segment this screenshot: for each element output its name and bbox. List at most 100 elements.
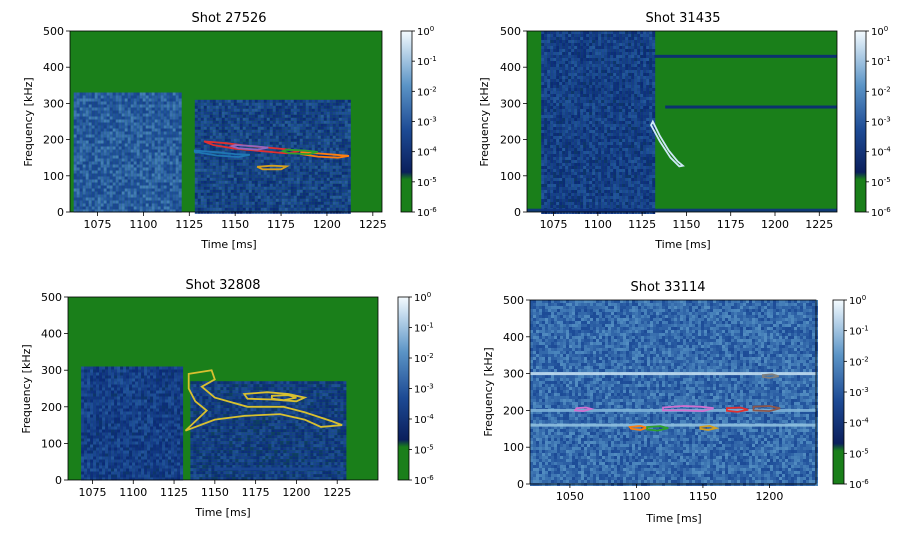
heatmap-cell xyxy=(601,34,605,37)
heatmap-cell xyxy=(305,102,309,106)
heatmap-cell xyxy=(637,145,641,148)
heatmap-cell xyxy=(592,139,596,142)
heatmap-cell xyxy=(233,102,237,106)
heatmap-cell xyxy=(100,119,104,123)
heatmap-cell xyxy=(127,182,131,186)
heatmap-cell xyxy=(604,127,608,130)
heatmap-cell xyxy=(133,146,137,150)
heatmap-cell xyxy=(634,94,638,97)
heatmap-cell xyxy=(613,70,617,73)
heatmap-cell xyxy=(610,115,614,118)
heatmap-cell xyxy=(290,201,294,205)
heatmap-cell xyxy=(91,209,95,213)
heatmap-cell xyxy=(133,149,137,153)
heatmap-cell xyxy=(157,197,161,201)
heatmap-cell xyxy=(619,67,623,70)
heatmap-cell xyxy=(157,158,161,162)
heatmap-cell xyxy=(637,46,641,49)
heatmap-cell xyxy=(227,165,231,169)
energy-band xyxy=(194,99,351,214)
heatmap-cell xyxy=(329,204,333,208)
heatmap-cell xyxy=(631,148,635,151)
heatmap-cell xyxy=(598,67,602,70)
heatmap-cell xyxy=(586,70,590,73)
heatmap-cell xyxy=(344,183,348,187)
heatmap-cell xyxy=(160,155,164,159)
heatmap-cell xyxy=(79,185,83,189)
heatmap-cell xyxy=(106,203,110,207)
heatmap-cell xyxy=(251,171,255,175)
heatmap-cell xyxy=(586,64,590,67)
heatmap-cell xyxy=(239,168,243,172)
heatmap-cell xyxy=(236,165,240,169)
heatmap-cell xyxy=(79,206,83,210)
colorbar-tick-label: 10-3 xyxy=(417,116,437,129)
heatmap-cell xyxy=(142,155,146,159)
heatmap-cell xyxy=(257,177,261,181)
heatmap-cell xyxy=(311,168,315,172)
heatmap-cell xyxy=(317,105,321,109)
heatmap-cell xyxy=(583,85,587,88)
heatmap-cell xyxy=(583,136,587,139)
heatmap-cell xyxy=(619,145,623,148)
heatmap-cell xyxy=(203,204,207,208)
heatmap-cell xyxy=(341,135,345,139)
heatmap-cell xyxy=(97,146,101,150)
heatmap-cell xyxy=(76,116,80,120)
heatmap-cell xyxy=(221,195,225,199)
heatmap-cell xyxy=(142,128,146,132)
heatmap-cell xyxy=(646,133,650,136)
heatmap-cell xyxy=(613,106,617,109)
heatmap-cell xyxy=(239,114,243,118)
heatmap-cell xyxy=(592,64,596,67)
heatmap-cell xyxy=(631,142,635,145)
heatmap-cell xyxy=(317,108,321,112)
heatmap-cell xyxy=(233,129,237,133)
heatmap-cell xyxy=(139,98,143,102)
heatmap-cell xyxy=(133,134,137,138)
heatmap-cell xyxy=(79,137,83,141)
heatmap-cell xyxy=(278,168,282,172)
heatmap-cell xyxy=(79,200,83,204)
heatmap-cell xyxy=(151,143,155,147)
heatmap-cell xyxy=(82,125,86,129)
heatmap-cell xyxy=(133,122,137,126)
heatmap-cell xyxy=(568,61,572,64)
heatmap-cell xyxy=(281,129,285,133)
heatmap-cell xyxy=(103,200,107,204)
heatmap-cell xyxy=(580,82,584,85)
heatmap-cell xyxy=(79,92,83,96)
heatmap-cell xyxy=(607,127,611,130)
heatmap-cell xyxy=(550,46,554,49)
heatmap-cell xyxy=(245,180,249,184)
heatmap-cell xyxy=(166,188,170,192)
heatmap-cell xyxy=(221,105,225,109)
heatmap-cell xyxy=(323,144,327,148)
heatmap-cell xyxy=(317,117,321,121)
heatmap-cell xyxy=(565,37,569,40)
heatmap-cell xyxy=(145,122,149,126)
heatmap-cell xyxy=(284,174,288,178)
heatmap-cell xyxy=(320,102,324,106)
heatmap-cell xyxy=(553,112,557,115)
heatmap-cell xyxy=(305,135,309,139)
heatmap-cell xyxy=(112,140,116,144)
heatmap-cell xyxy=(269,126,273,130)
heatmap-cell xyxy=(224,192,228,196)
heatmap-cell xyxy=(103,209,107,213)
heatmap-cell xyxy=(287,135,291,139)
heatmap-cell xyxy=(79,173,83,177)
heatmap-cell xyxy=(172,179,176,183)
heatmap-cell xyxy=(544,49,548,52)
heatmap-cell xyxy=(82,209,86,213)
heatmap-cell xyxy=(151,161,155,165)
heatmap-cell xyxy=(166,167,170,171)
heatmap-cell xyxy=(347,105,351,109)
heatmap-cell xyxy=(172,149,176,153)
heatmap-cell xyxy=(127,176,131,180)
heatmap-cell xyxy=(299,177,303,181)
heatmap-cell xyxy=(227,192,231,196)
heatmap-cell xyxy=(577,127,581,130)
heatmap-cell xyxy=(625,64,629,67)
heatmap-cell xyxy=(151,140,155,144)
